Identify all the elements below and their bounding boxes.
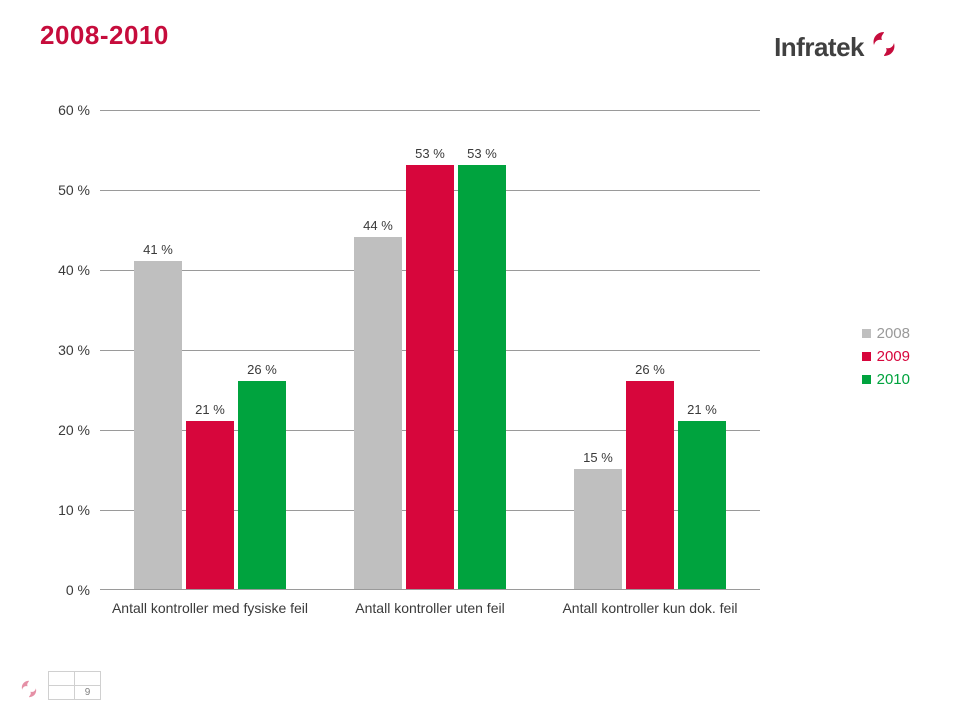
x-axis-label-kundok: Antall kontroller kun dok. feil [540,600,760,616]
bar-kundok-2010 [678,421,726,589]
brand-mark-icon [868,28,900,60]
y-axis-label: 10 % [40,502,90,518]
bar-group-kundok: 15 % 26 % 21 % [574,110,726,589]
plot-area: 41 % 21 % 26 % 44 % 53 %53 % 15 % 26 % 21 % [100,110,760,590]
bar-value-label: 26 % [625,362,675,377]
y-axis-label: 20 % [40,422,90,438]
legend-label: 2008 [877,325,910,342]
bar-value-label: 21 % [185,402,235,417]
y-axis-label: 40 % [40,262,90,278]
bar-value-label: 44 % [353,218,403,233]
footer-table: 9 [48,671,101,700]
bar-fysiske-2010 [238,381,286,589]
footer-brand-icon [18,678,40,700]
bar-value-label: 15 % [573,450,623,465]
bar-value-label: 21 % [677,402,727,417]
y-axis-label: 50 % [40,182,90,198]
bar-value-label: 53 % [405,146,455,161]
bar-kundok-2008 [574,469,622,589]
legend-swatch [862,329,871,338]
bar-uten-2008 [354,237,402,589]
legend-item-2009: 2009 [862,348,910,365]
chart: 41 % 21 % 26 % 44 % 53 %53 % 15 % 26 % 21 % 200… [40,100,910,640]
bar-value-label: 41 % [133,242,183,257]
bar-fysiske-2009 [186,421,234,589]
bar-group-uten: 44 % 53 %53 % [354,110,506,589]
bar-group-fysiske: 41 % 21 % 26 % [134,110,286,589]
footer: 9 [18,671,101,700]
bar-kundok-2009 [626,381,674,589]
bar-uten-2010 [458,165,506,589]
legend-item-2008: 2008 [862,325,910,342]
page-number: 9 [75,686,101,700]
x-axis-label-uten: Antall kontroller uten feil [320,600,540,616]
legend-label: 2009 [877,348,910,365]
brand-logo: Infratek [774,32,900,63]
x-axis-label-fysiske: Antall kontroller med fysiske feil [100,600,320,616]
legend-swatch [862,375,871,384]
bar-fysiske-2008 [134,261,182,589]
y-axis-label: 30 % [40,342,90,358]
bar-value-label: 26 % [237,362,287,377]
y-axis-label: 60 % [40,102,90,118]
bar-value-label: 53 % [457,146,507,161]
legend: 2008 2009 2010 [862,325,910,394]
legend-label: 2010 [877,371,910,388]
brand-name: Infratek [774,32,864,63]
legend-swatch [862,352,871,361]
y-axis-label: 0 % [40,582,90,598]
bar-uten-2009 [406,165,454,589]
legend-item-2010: 2010 [862,371,910,388]
